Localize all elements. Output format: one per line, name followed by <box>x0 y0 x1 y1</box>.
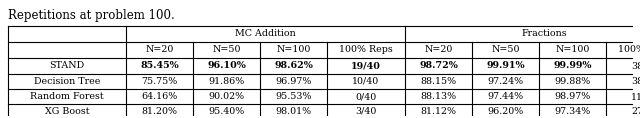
Text: 96.97%: 96.97% <box>275 77 312 86</box>
Text: 0/40: 0/40 <box>355 92 376 101</box>
Text: 88.15%: 88.15% <box>420 77 456 86</box>
Text: 38/40: 38/40 <box>631 61 640 70</box>
Text: 99.91%: 99.91% <box>486 61 525 70</box>
Text: 64.16%: 64.16% <box>141 92 178 101</box>
Text: MC Addition: MC Addition <box>235 30 296 38</box>
Text: 81.12%: 81.12% <box>420 107 456 116</box>
Text: 100% Reps: 100% Reps <box>618 46 640 55</box>
Text: 99.88%: 99.88% <box>554 77 591 86</box>
Text: 27/40: 27/40 <box>632 107 640 116</box>
Text: 96.20%: 96.20% <box>488 107 524 116</box>
Text: N=20: N=20 <box>424 46 452 55</box>
Text: 95.40%: 95.40% <box>209 107 244 116</box>
Text: Decision Tree: Decision Tree <box>34 77 100 86</box>
Text: 81.20%: 81.20% <box>141 107 177 116</box>
Text: 75.75%: 75.75% <box>141 77 178 86</box>
Text: 98.62%: 98.62% <box>274 61 313 70</box>
Text: 98.97%: 98.97% <box>554 92 591 101</box>
Text: 88.13%: 88.13% <box>420 92 456 101</box>
Text: N=50: N=50 <box>492 46 520 55</box>
Text: N=100: N=100 <box>276 46 310 55</box>
Text: 98.01%: 98.01% <box>275 107 312 116</box>
Text: XG Boost: XG Boost <box>45 107 89 116</box>
Text: 97.24%: 97.24% <box>488 77 524 86</box>
Text: 97.44%: 97.44% <box>488 92 524 101</box>
Text: N=20: N=20 <box>145 46 173 55</box>
Text: 38/40: 38/40 <box>631 77 640 86</box>
Text: Repetitions at problem 100.: Repetitions at problem 100. <box>8 9 175 22</box>
Text: N=100: N=100 <box>556 46 589 55</box>
Text: 100% Reps: 100% Reps <box>339 46 393 55</box>
Text: 95.53%: 95.53% <box>275 92 312 101</box>
Text: N=50: N=50 <box>212 46 241 55</box>
Text: 99.99%: 99.99% <box>553 61 592 70</box>
Text: 97.34%: 97.34% <box>554 107 591 116</box>
Text: 10/40: 10/40 <box>353 77 380 86</box>
Text: 96.10%: 96.10% <box>207 61 246 70</box>
Text: 91.86%: 91.86% <box>209 77 244 86</box>
Text: Fractions: Fractions <box>522 30 567 38</box>
Text: 85.45%: 85.45% <box>140 61 179 70</box>
Text: 11/40: 11/40 <box>632 92 640 101</box>
Text: Random Forest: Random Forest <box>30 92 104 101</box>
Text: 19/40: 19/40 <box>351 61 381 70</box>
Text: 3/40: 3/40 <box>355 107 377 116</box>
Text: 98.72%: 98.72% <box>419 61 458 70</box>
Text: STAND: STAND <box>49 61 84 70</box>
Text: 90.02%: 90.02% <box>209 92 244 101</box>
